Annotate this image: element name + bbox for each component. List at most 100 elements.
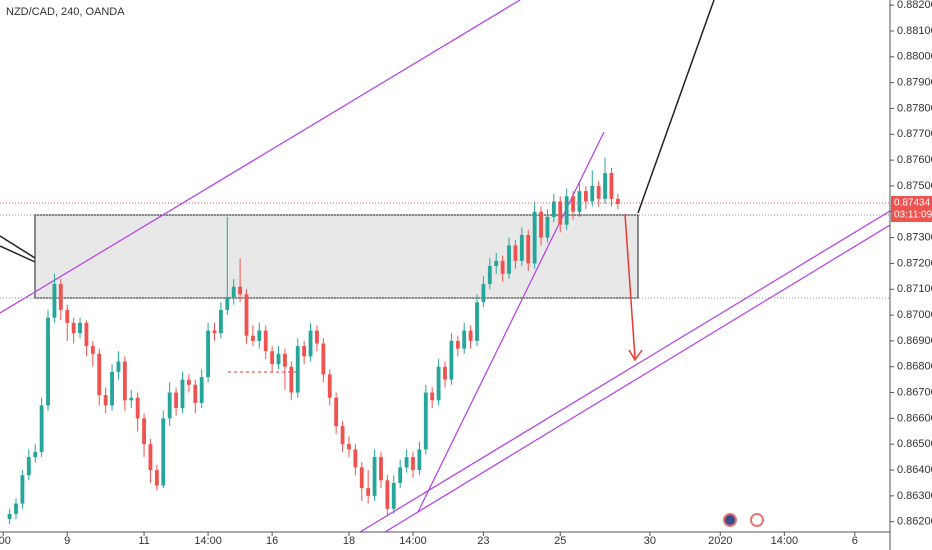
candle-body — [180, 379, 185, 409]
candle-body — [270, 351, 275, 365]
candle-body — [14, 503, 18, 514]
candle-body — [218, 309, 223, 334]
candle-body — [423, 392, 428, 450]
candle-body — [366, 488, 371, 496]
candle-body — [167, 392, 172, 419]
x-tick-label: 25 — [554, 535, 566, 547]
candle-body — [90, 346, 95, 354]
candle-body — [372, 457, 377, 496]
candle-body — [122, 361, 127, 401]
x-tick-label: 14:00 — [771, 535, 799, 547]
candle-body — [174, 392, 178, 409]
candle-body — [206, 330, 211, 378]
candle-body — [564, 196, 569, 225]
candle-body — [558, 201, 563, 225]
candle-body — [142, 418, 146, 445]
candle-body — [519, 235, 524, 261]
candle-body — [494, 260, 499, 266]
candle-body — [295, 346, 300, 393]
candle-body — [462, 330, 467, 349]
x-tick-label: 2020 — [708, 535, 732, 547]
candle-body — [436, 366, 441, 401]
candle-body — [154, 470, 159, 486]
candle-body — [487, 266, 492, 285]
x-tick-label: 16 — [266, 535, 278, 547]
candle-body — [481, 284, 486, 303]
last-price-label: 0.87434 — [894, 198, 931, 209]
candle-body — [596, 185, 601, 199]
channel-line — [384, 224, 891, 533]
candle-body — [615, 198, 620, 205]
candle-body — [359, 467, 364, 489]
candle-body — [276, 353, 281, 365]
candle-body — [507, 245, 511, 274]
candle-body — [315, 330, 319, 344]
candle-body — [327, 374, 332, 398]
candle-body — [353, 449, 358, 468]
candle-body — [263, 330, 268, 352]
drawing-line — [0, 235, 36, 259]
candle-body — [52, 284, 57, 318]
candle-body — [430, 392, 435, 401]
candle-body — [244, 294, 249, 336]
candle-body — [308, 330, 313, 357]
candle-body — [385, 480, 390, 509]
candle-body — [340, 426, 345, 445]
candle-body — [417, 449, 422, 471]
candle-body — [609, 173, 614, 199]
event-icon[interactable] — [750, 513, 764, 527]
candle-body — [84, 322, 89, 347]
candle-body — [116, 361, 121, 372]
candle-body — [193, 384, 198, 403]
candle-body — [475, 302, 479, 341]
candle-body — [238, 286, 243, 295]
channel-line — [359, 210, 891, 533]
candle-body — [257, 330, 262, 341]
candle-body — [161, 418, 166, 486]
drawing-line — [637, 0, 715, 214]
candle-body — [468, 330, 473, 341]
candle-body — [20, 475, 25, 504]
event-icon[interactable] — [723, 513, 737, 527]
candle-body — [212, 330, 217, 334]
candle-body — [404, 457, 409, 468]
candle-body — [97, 353, 102, 396]
candle-body — [583, 191, 588, 202]
candle-body — [302, 346, 307, 357]
candle-body — [411, 457, 415, 471]
last-price-box — [891, 195, 932, 222]
drawings — [0, 0, 891, 533]
candle-body — [449, 340, 454, 380]
candle-body — [7, 513, 12, 520]
candle-body — [33, 451, 38, 458]
candle-body — [321, 343, 326, 375]
candle-body — [455, 340, 460, 349]
candle-body — [39, 405, 44, 452]
candle-body — [603, 173, 607, 199]
candle-body — [129, 397, 134, 401]
candle-body — [526, 235, 531, 264]
candle-body — [539, 211, 543, 238]
arrow — [624, 213, 636, 359]
chart-title: NZD/CAD, 240, OANDA — [6, 6, 125, 18]
candle-body — [334, 397, 339, 427]
candle-body — [379, 457, 383, 481]
candle-body — [135, 397, 140, 419]
countdown-label: 03:11:09 — [894, 210, 932, 221]
candle-body — [186, 379, 191, 385]
candle-body — [26, 457, 31, 476]
candle-body — [250, 335, 255, 341]
x-tick-label: 9 — [64, 535, 70, 547]
